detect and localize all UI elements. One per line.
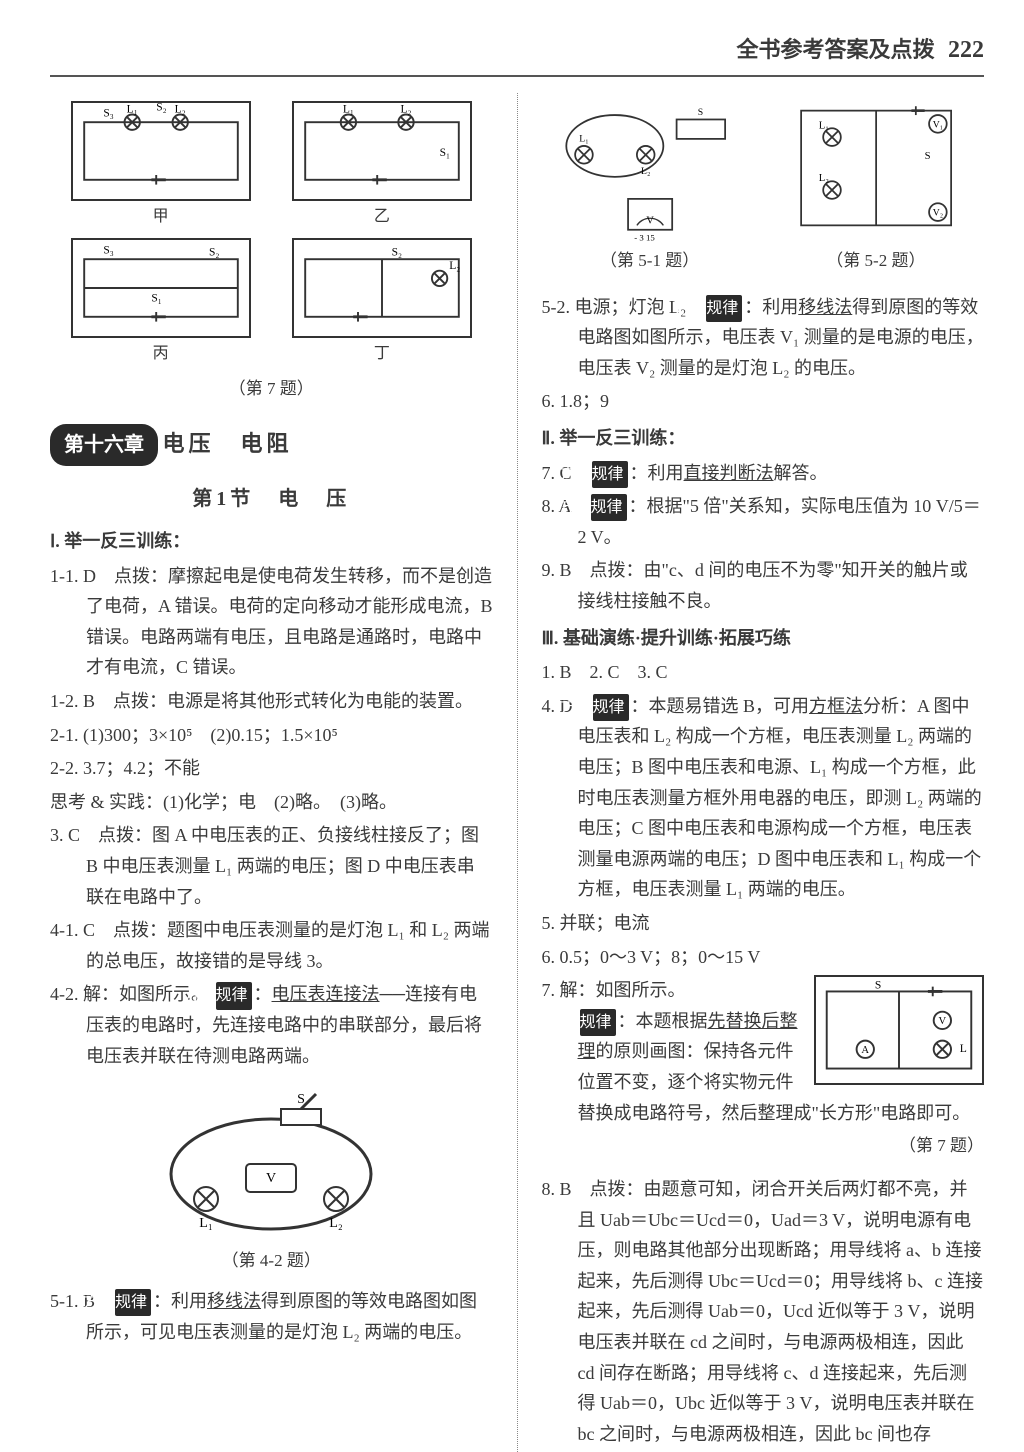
svg-text:V: V (266, 1171, 276, 1186)
method-tag: 方法规律 (115, 1289, 151, 1316)
q4-2-caption: （第 4-2 题） (50, 1247, 493, 1276)
entry-8b: 8. B 点拨：由题意可知，闭合开关后两灯都不亮，并且 Uab＝Ubc＝Ucd＝… (542, 1174, 985, 1449)
chapter-badge: 第十六章 (50, 424, 158, 466)
q5-1-caption: （第 5-1 题） (542, 247, 758, 276)
svg-text:V: V (646, 215, 654, 226)
entry-7: 7. C 方法规律：利用直接判断法解答。 (542, 458, 985, 489)
svg-text:V: V (939, 1016, 947, 1027)
q5-1-diagram: L₁ L₂ S V - 3 15 （第 5-1 题） (542, 93, 758, 286)
svg-text:L₁: L₁ (343, 103, 354, 115)
entry-4: 4. D 方法规律：本题易错选 B，可用方框法分析：A 图中电压表和 L₂ 构成… (542, 691, 985, 905)
circuit-icon: L₁ L₂ S₃ S₂ (71, 101, 251, 201)
circuit-icon: L₂ S₂ (292, 238, 472, 338)
svg-text:S: S (924, 151, 930, 162)
chapter-title: 电压 电阻 (163, 431, 293, 456)
svg-text:L₂: L₂ (641, 166, 650, 177)
method-tag: 方法规律 (593, 694, 629, 721)
q7-label-bing: 丙 (153, 340, 169, 367)
svg-text:L₂: L₂ (330, 1216, 344, 1231)
sub-I: Ⅰ. 举一反三训练： (50, 526, 493, 557)
circuit-icon: L₁ L₂ V₁ V₂ S (768, 93, 984, 243)
q5-2-caption: （第 5-2 题） (768, 247, 984, 276)
entry-think: 思考 & 实践：(1)化学；电 (2)略。 (3)略。 (50, 787, 493, 818)
method-underline: 电压表连接法 (272, 984, 380, 1004)
entry-5: 5. 并联；电流 (542, 908, 985, 939)
svg-text:L₂: L₂ (400, 103, 411, 115)
svg-text:A: A (861, 1045, 869, 1056)
entry-4-2: 4-2. 解：如图所示。 方法规律：电压表连接法──连接有电压表的电路时，先连接… (50, 979, 493, 1071)
method-tag: 方法规律 (216, 982, 252, 1009)
chapter-heading: 第十六章 电压 电阻 (50, 414, 493, 472)
svg-text:L₂: L₂ (174, 103, 185, 115)
entry-3: 3. C 点拨：图 A 中电压表的正、负接线柱接反了；图 B 中电压表测量 L₁… (50, 820, 493, 912)
entry-2-1: 2-1. (1)300；3×10⁵ (2)0.15；1.5×10⁵ (50, 720, 493, 751)
column-divider (517, 93, 518, 1452)
method-tag: 方法规律 (706, 295, 742, 322)
page-header: 全书参考答案及点拨 222 (50, 30, 984, 77)
entry-8: 8. A 方法规律：根据"5 倍"关系知，实际电压值为 10 V/5＝2 V。 (542, 491, 985, 552)
entry-5-2: 5-2. 电源；灯泡 L₂ 方法规律：利用移线法得到原图的等效电路图如图所示，电… (542, 292, 985, 384)
method-tag: 方法规律 (592, 461, 628, 488)
left-column: L₁ L₂ S₃ S₂ 甲 L₁ L₂ S₁ (50, 93, 493, 1452)
circuit-icon: S₃ S₂ S₁ (71, 238, 251, 338)
method-tag: 方法规律 (591, 494, 627, 521)
svg-text:S₂: S₂ (209, 246, 219, 258)
q7-diagram-ding: L₂ S₂ 丁 (292, 238, 472, 367)
header-title: 全书参考答案及点拨 (736, 37, 934, 62)
page-number: 222 (948, 37, 984, 63)
entry-1-3: 1. B 2. C 3. C (542, 657, 985, 688)
entry-6b: 6. 0.5；0～3 V；8；0～15 V (542, 942, 985, 973)
method-tag: 方法规律 (580, 1009, 616, 1036)
svg-text:- 3 15: - 3 15 (634, 232, 655, 242)
svg-text:S: S (297, 1092, 305, 1107)
entry-2-2: 2-2. 3.7；4.2；不能 (50, 753, 493, 784)
entry-6: 6. 1.8；9 (542, 386, 985, 417)
svg-text:S₁: S₁ (439, 147, 449, 159)
q7-diagram-bing: S₃ S₂ S₁ 丙 (71, 238, 251, 367)
entry-1-2: 1-2. B 点拨：电源是将其他形式转化为电能的装置。 (50, 686, 493, 717)
svg-text:S₁: S₁ (151, 292, 161, 304)
svg-text:S₂: S₂ (156, 101, 166, 113)
q7-diagram-row-1: L₁ L₂ S₃ S₂ 甲 L₁ L₂ S₁ (50, 101, 493, 230)
svg-text:S: S (875, 979, 881, 992)
svg-text:V₁: V₁ (932, 119, 942, 130)
svg-text:L₁: L₁ (200, 1216, 213, 1231)
svg-text:V₂: V₂ (932, 207, 942, 218)
q7-caption: （第 7 题） (50, 375, 493, 404)
svg-text:S₂: S₂ (391, 246, 401, 258)
svg-text:S: S (697, 107, 702, 118)
q7-label-ding: 丁 (374, 340, 390, 367)
svg-text:S₃: S₃ (103, 244, 113, 256)
q4-2-circuit-icon: V L₁ L₂ S (151, 1079, 391, 1239)
svg-text:L₂: L₂ (819, 173, 829, 184)
q5-diagram-row: L₁ L₂ S V - 3 15 （第 5-1 题） L₁ (542, 93, 985, 286)
q7-diagram-row-2: S₃ S₂ S₁ 丙 L₂ S₂ (50, 238, 493, 367)
two-column-layout: L₁ L₂ S₃ S₂ 甲 L₁ L₂ S₁ (50, 93, 984, 1452)
q7b-circuit-icon: S A V L (814, 975, 984, 1085)
q7-label-jia: 甲 (153, 203, 169, 230)
circuit-icon: L₁ L₂ S₁ (292, 101, 472, 201)
q7b-caption: （第 7 题） (578, 1132, 985, 1161)
q7-diagram-yi: L₁ L₂ S₁ 乙 (292, 101, 472, 230)
entry-7-solve: S A V L 7. 解：如图所示。 方法规律：本题根据先替换后整理的原则画图：… (542, 975, 985, 1161)
svg-text:L₁: L₁ (819, 120, 829, 131)
svg-text:L₁: L₁ (126, 103, 137, 115)
q7-diagram-jia: L₁ L₂ S₃ S₂ 甲 (71, 101, 251, 230)
entry-5-1: 5-1. B 方法规律：利用移线法得到原图的等效电路图如图所示，可见电压表测量的… (50, 1286, 493, 1347)
svg-text:L₁: L₁ (579, 133, 588, 144)
entry-1-1: 1-1. D 点拨：摩擦起电是使电荷发生转移，而不是创造了电荷，A 错误。电荷的… (50, 561, 493, 683)
entry-4-1: 4-1. C 点拨：题图中电压表测量的是灯泡 L₁ 和 L₂ 两端的总电压，故接… (50, 915, 493, 976)
sub-II: Ⅱ. 举一反三训练： (542, 423, 985, 454)
svg-text:L₂: L₂ (449, 260, 460, 272)
entry-9: 9. B 点拨：由"c、d 间的电压不为零"知开关的触片或接线柱接触不良。 (542, 555, 985, 616)
right-column: L₁ L₂ S V - 3 15 （第 5-1 题） L₁ (542, 93, 985, 1452)
sub-III: Ⅲ. 基础演练·提升训练·拓展巧练 (542, 623, 985, 654)
svg-text:L: L (960, 1042, 967, 1055)
svg-text:S₃: S₃ (103, 107, 113, 119)
q7-label-yi: 乙 (374, 203, 390, 230)
circuit-icon: L₁ L₂ S V - 3 15 (542, 93, 758, 243)
section-1-title: 第1节 电 压 (50, 482, 493, 516)
q5-2-diagram: L₁ L₂ V₁ V₂ S （第 5-2 题） (768, 93, 984, 286)
